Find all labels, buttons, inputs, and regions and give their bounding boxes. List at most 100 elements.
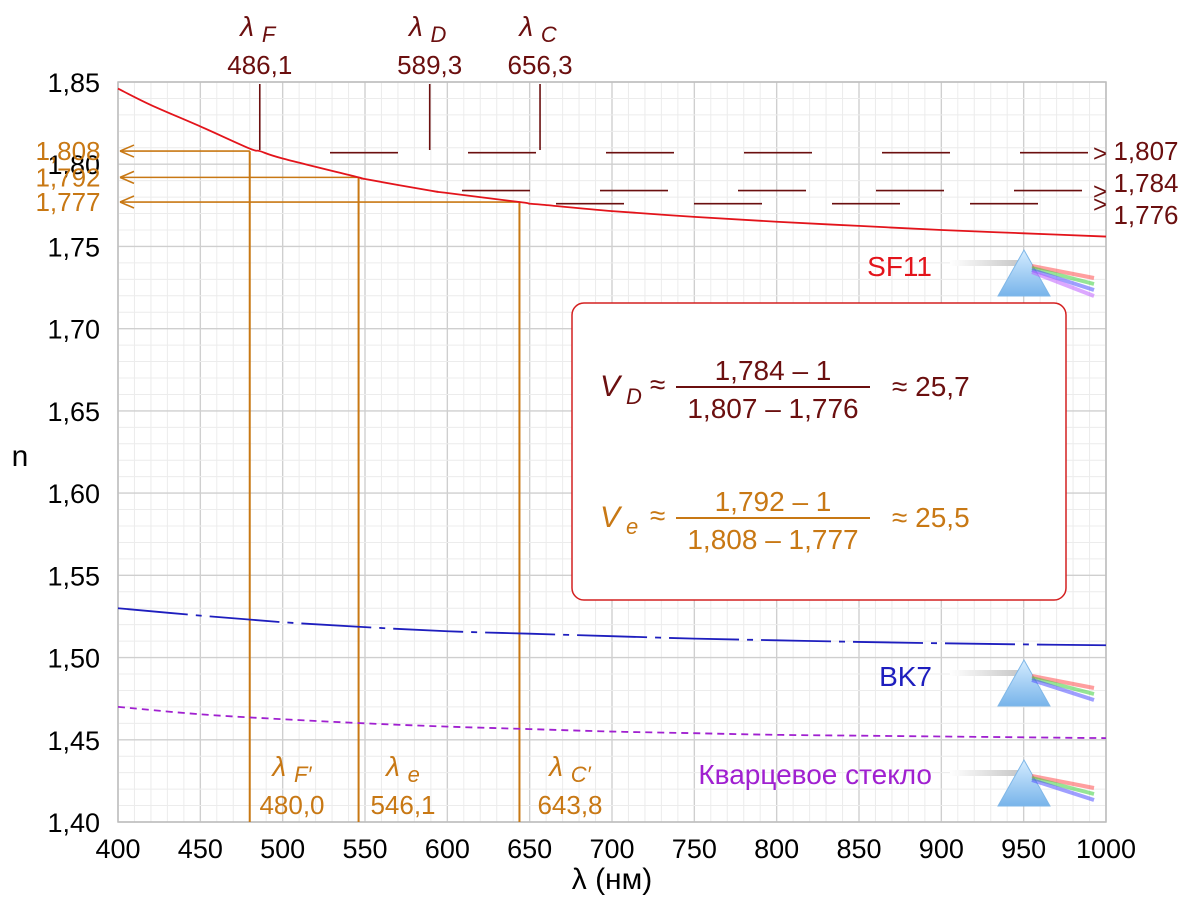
formula-vd-denominator: 1,807 – 1,776 [687,393,858,424]
x-tick-labels: 400 450 500 550 600 650 700 750 800 850 900 950 1000 [95,834,1136,864]
dispersed-ray [1031,674,1095,690]
alt-index-arrowhead [119,170,135,185]
plot-border [117,81,1107,823]
x-tick-label: 950 [1001,834,1046,864]
x-tick-label: 600 [425,834,470,864]
fraunhofer-index-arrow: > [1093,141,1107,168]
formula-ve-numerator: 1,792 – 1 [715,486,832,517]
dispersed-ray [1031,268,1095,292]
fraunhofer-value: 656,3 [508,50,573,80]
alt-line-symbol: λ e [384,751,420,787]
y-tick-label: 1,50 [47,644,100,674]
alt-line-symbol: λ C′ [547,751,591,787]
fraunhofer-value: 486,1 [227,50,292,80]
light-beam [950,770,1018,776]
light-beam [950,670,1018,676]
fraunhofer-index-arrow: > [1093,192,1107,219]
alt-index-arrowhead [119,144,135,158]
formula-ve-approx: ≈ [650,500,665,531]
fraunhofer-index-value: 1,776 [1113,200,1178,230]
material-label-group: BK7 [879,658,1095,707]
x-axis-title: λ (нм) [572,863,653,896]
marker-lines [119,84,1090,822]
alt-line-symbol: λ F′ [270,751,312,787]
alt-index-value: 1,808 [35,136,100,166]
fraunhofer-symbol: λ C [517,11,557,47]
formula-ve-result: ≈ 25,5 [892,502,970,533]
formula-vd-symbol: V [600,370,623,403]
y-tick-label: 1,80 [47,150,100,180]
alt-line-value: 546,1 [370,790,435,820]
alt-line-value: 643,8 [537,790,602,820]
y-tick-label: 1,40 [47,808,100,838]
y-tick-labels: 1,40 1,45 1,50 1,55 1,60 1,65 1,70 1,75 1,80 1,85 [47,68,100,838]
material-legend: SF11 BK7 Кварцевое стекло [698,248,1095,807]
fraunhofer-index-value: 1,807 [1113,136,1178,166]
series-line-sf11 [117,87,1107,238]
formula-ve: V e ≈ 1,792 – 1 1,808 – 1,777 ≈ 25,5 [600,486,970,555]
y-tick-label: 1,70 [47,315,100,345]
alt-line-label: λ C′643,8 [537,751,602,820]
y-tick-label: 1,55 [47,561,100,591]
dispersed-ray [1031,776,1095,796]
formula-vd-result: ≈ 25,7 [892,371,970,402]
x-tick-label: 700 [589,834,634,864]
series-line-кварцевое-стекло [117,705,1107,740]
material-label: SF11 [867,251,932,282]
material-label: BK7 [879,661,932,692]
material-label-group: SF11 [867,248,1095,298]
fraunhofer-index-value: 1,784 [1113,168,1178,198]
y-tick-label: 1,85 [47,68,100,98]
y-axis-title: n [12,440,29,473]
alt-index-value: 1,792 [35,162,100,192]
alt-index-arrowhead [119,195,135,209]
x-tick-label: 800 [754,834,799,864]
abbe-formula-box: V D ≈ 1,784 – 1 1,807 – 1,776 ≈ 25,7 V e… [571,302,1067,601]
x-tick-label: 850 [836,834,881,864]
alt-index-value: 1,777 [35,187,100,217]
series-layer [117,87,1107,740]
x-tick-label: 400 [95,834,140,864]
series-line-bk7 [117,607,1107,647]
y-tick-label: 1,65 [47,397,100,427]
x-tick-label: 650 [507,834,552,864]
y-tick-label: 1,75 [47,232,100,262]
x-tick-label: 500 [260,834,305,864]
dispersed-ray [1031,270,1095,298]
formula-box-frame [571,302,1067,601]
x-tick-label: 750 [672,834,717,864]
dispersed-ray [1031,774,1095,790]
formula-vd-subscript: D [626,384,642,409]
x-tick-label: 1000 [1076,834,1136,864]
formula-ve-denominator: 1,808 – 1,777 [687,524,858,555]
y-tick-label: 1,45 [47,726,100,756]
x-tick-label: 550 [342,834,387,864]
dispersed-ray [1031,266,1095,286]
alt-line-value: 480,0 [259,790,324,820]
x-tick-label: 450 [178,834,223,864]
fraunhofer-index-arrow: > [1093,179,1107,206]
formula-vd: V D ≈ 1,784 – 1 1,807 – 1,776 ≈ 25,7 [600,355,970,424]
light-beam [950,260,1018,266]
material-label: Кварцевое стекло [698,759,932,790]
x-tick-label: 900 [919,834,964,864]
formula-vd-approx: ≈ [650,369,665,400]
formula-ve-symbol: V [600,501,623,534]
formula-vd-numerator: 1,784 – 1 [715,355,832,386]
formula-ve-subscript: e [626,514,638,539]
alt-line-label: λ F′480,0 [259,751,324,820]
dispersed-ray [1031,264,1095,280]
fraunhofer-symbol: λ F [238,11,277,47]
material-label-group: Кварцевое стекло [698,758,1095,807]
dispersed-ray [1031,778,1095,802]
fraunhofer-symbol: λ D [407,11,447,47]
fraunhofer-value: 589,3 [397,50,462,80]
